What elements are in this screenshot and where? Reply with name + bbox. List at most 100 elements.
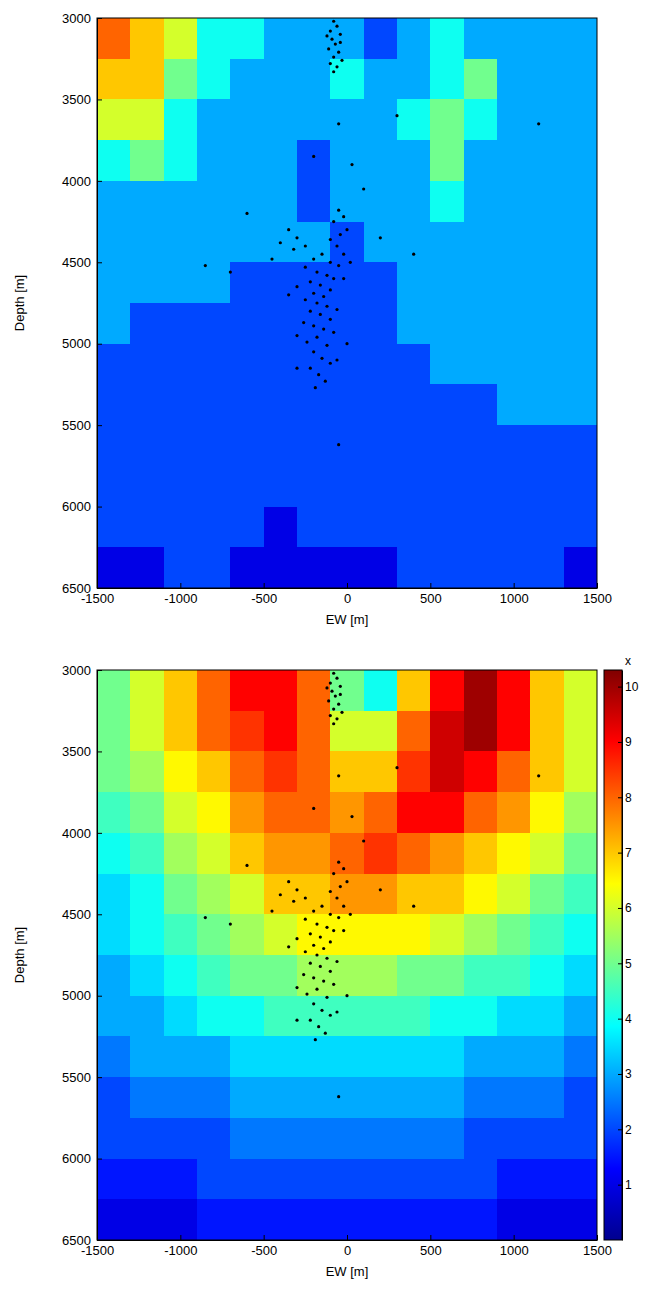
heatmap-cell: [530, 181, 564, 222]
heatmap-cell: [464, 59, 498, 100]
plot-frame: [97, 670, 597, 1240]
heatmap-cell: [530, 711, 564, 752]
event-point: [332, 707, 335, 710]
event-point: [229, 270, 232, 273]
heatmap-cell: [130, 507, 164, 548]
heatmap-cell: [397, 99, 431, 140]
heatmap-cell: [97, 466, 131, 507]
heatmap-cell: [564, 18, 597, 59]
heatmap-cell: [164, 914, 198, 955]
heatmap-cell: [197, 466, 231, 507]
tick-mark: [618, 963, 622, 964]
heatmap: [97, 670, 597, 1240]
heatmap-cell: [530, 262, 564, 303]
heatmap-cell: [364, 303, 398, 344]
heatmap-cell: [430, 670, 464, 711]
heatmap-cell: [197, 384, 231, 425]
heatmap-cell: [164, 670, 198, 711]
tick: 10: [618, 680, 639, 694]
tick: 8: [618, 791, 632, 805]
event-point: [332, 20, 335, 23]
heatmap-cell: [497, 181, 531, 222]
event-point: [295, 937, 298, 940]
heatmap-cell: [164, 547, 198, 588]
event-point: [337, 861, 340, 864]
tick: 5500: [62, 418, 102, 433]
heatmap-cell: [297, 262, 331, 303]
tick-label: 6: [625, 901, 632, 915]
x-axis-title: EW [m]: [326, 612, 369, 627]
heatmap-cell: [564, 140, 597, 181]
heatmap-cell: [130, 1077, 164, 1118]
heatmap-cell: [230, 1118, 264, 1159]
event-point: [312, 807, 315, 810]
heatmap-cell: [230, 833, 264, 874]
event-point: [339, 33, 342, 36]
heatmap-cell: [497, 1159, 531, 1200]
heatmap-cell: [197, 181, 231, 222]
tick-mark: [97, 996, 102, 997]
heatmap-cell: [330, 792, 364, 833]
event-point: [312, 1002, 315, 1005]
heatmap-cell: [364, 711, 398, 752]
tick-label: 1500: [583, 1243, 612, 1258]
event-point: [332, 220, 335, 223]
heatmap-cell: [130, 670, 164, 711]
tick: -500: [251, 583, 277, 606]
heatmap-cell: [297, 996, 331, 1037]
heatmap-cell: [330, 262, 364, 303]
heatmap-cell: [397, 547, 431, 588]
heatmap-cell: [464, 425, 498, 466]
heatmap-cell: [330, 547, 364, 588]
heatmap-cell: [464, 751, 498, 792]
heatmap-cell: [564, 59, 597, 100]
tick-mark: [97, 425, 102, 426]
heatmap-cell: [130, 140, 164, 181]
heatmap-cell: [497, 303, 531, 344]
event-point: [295, 236, 298, 239]
heatmap-cell: [230, 955, 264, 996]
heatmap-cell: [497, 874, 531, 915]
event-point: [330, 38, 333, 41]
tick-mark: [97, 751, 102, 752]
event-point: [342, 215, 345, 218]
heatmap-cell: [364, 751, 398, 792]
heatmap-cell: [264, 303, 298, 344]
tick: 500: [420, 1235, 442, 1258]
heatmap-cell: [164, 996, 198, 1037]
tick-label: 5000: [62, 336, 91, 351]
heatmap-cell: [497, 18, 531, 59]
heatmap-cell: [264, 99, 298, 140]
tick: 1500: [583, 583, 612, 606]
heatmap-cell: [164, 303, 198, 344]
plot-frame: [97, 18, 597, 588]
event-point: [312, 350, 315, 353]
heatmap-cell: [164, 1036, 198, 1077]
heatmap-cell: [230, 99, 264, 140]
event-point: [302, 321, 305, 324]
heatmap-cell: [497, 955, 531, 996]
heatmap-cell: [430, 833, 464, 874]
event-point: [327, 699, 330, 702]
heatmap-cell: [330, 303, 364, 344]
heatmap-cell: [97, 18, 131, 59]
event-point: [329, 318, 332, 321]
heatmap-cell: [330, 1159, 364, 1200]
tick: 9: [618, 735, 632, 749]
event-point: [332, 722, 335, 725]
heatmap-cell: [497, 996, 531, 1037]
plot-area: [97, 18, 597, 588]
event-point: [304, 896, 307, 899]
heatmap-cell: [564, 996, 597, 1037]
heatmap-cell: [330, 384, 364, 425]
heatmap-cell: [264, 670, 298, 711]
event-point: [317, 373, 320, 376]
tick: 500: [420, 583, 442, 606]
heatmap-cell: [530, 1159, 564, 1200]
event-point: [337, 916, 340, 919]
tick: 6000: [62, 499, 102, 514]
x-axis: -1500-1000-500050010001500: [81, 1235, 612, 1258]
heatmap-cell: [164, 1199, 198, 1240]
heatmap-cell: [497, 222, 531, 263]
tick-label: 5500: [62, 1070, 91, 1085]
